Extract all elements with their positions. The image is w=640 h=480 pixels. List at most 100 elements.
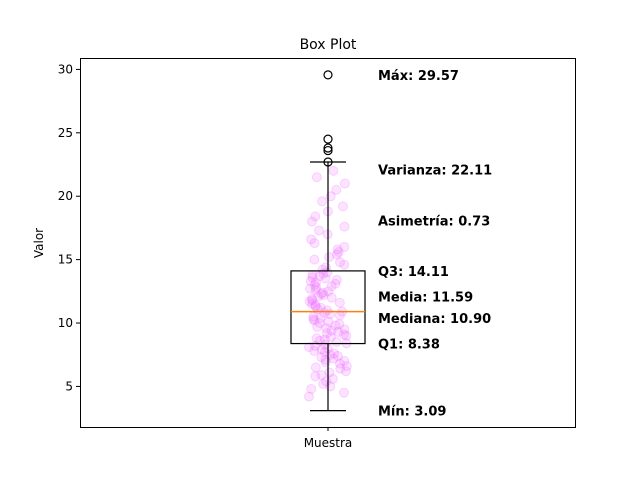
outlier-point [323,70,333,80]
data-point [328,353,339,364]
data-point [339,259,350,270]
data-point [309,238,320,249]
data-point [339,241,350,252]
outlier-point [323,145,333,156]
data-point [328,165,339,176]
data-point [306,383,317,394]
jitter-points-layer [304,165,352,402]
x-tick-label: Muestra [304,436,353,450]
data-point [307,272,318,283]
data-point [317,287,328,298]
data-point [337,201,348,212]
y-tick-label: 30 [58,62,73,76]
data-point [330,320,341,331]
annotations-layer: Máx: 29.57 Varianza: 22.11 Asimetría: 0.73… [378,69,492,420]
stat-annotation: Máx: 29.57 [378,69,459,84]
data-point [323,286,334,297]
x-axis: Muestra [304,427,353,450]
outlier-point [323,134,333,144]
data-point [319,347,330,358]
data-point [309,345,320,356]
data-point [341,361,352,372]
data-point [332,350,343,361]
stat-annotation: Q1: 8.38 [378,338,440,353]
y-axis: 5 10 15 20 25 30 [58,62,80,393]
stat-annotation: Media: 11.59 [378,290,473,305]
data-point [311,333,322,344]
data-point [307,269,318,280]
data-point [326,292,337,303]
stat-annotation: Mediana: 10.90 [378,312,491,327]
data-point [334,319,345,330]
data-point [339,178,350,189]
data-point [339,221,350,232]
data-point [322,305,333,316]
data-point [324,367,335,378]
outlier-point [323,143,333,153]
data-point [319,307,330,318]
data-point [313,291,324,302]
data-point [331,337,342,348]
data-point [309,279,320,290]
data-point [338,329,349,340]
data-point [332,244,343,255]
data-point [309,315,320,326]
data-point [311,172,322,183]
data-point [319,339,330,350]
data-point [324,252,335,263]
data-point [335,363,346,374]
data-point [310,211,321,222]
data-point [306,234,317,245]
data-point [326,281,337,292]
stat-annotation: Asimetría: 0.73 [378,214,490,229]
y-tick-label: 20 [58,189,73,203]
data-point [333,247,344,258]
data-point [331,274,342,285]
data-point [339,387,350,398]
data-point [311,282,322,293]
data-point [326,325,337,336]
y-tick-label: 5 [65,379,73,393]
data-point [310,277,321,288]
data-point [323,316,334,327]
data-point [305,283,316,294]
data-point [317,196,328,207]
data-point [314,318,325,329]
data-point [305,276,316,287]
y-tick-label: 25 [58,126,73,140]
data-point [316,344,327,355]
data-point [332,249,343,260]
data-point [304,391,314,402]
data-point [316,288,327,299]
data-point [333,326,344,337]
data-point [316,370,327,381]
data-point [314,271,325,282]
box-layer [290,70,366,412]
data-point [304,342,315,353]
data-point [304,296,315,307]
chart-title: Box Plot [300,37,357,53]
y-axis-label: Valor [32,228,46,258]
stat-annotation: Mín: 3.09 [378,405,446,420]
data-point [318,290,329,301]
data-point [339,324,350,335]
data-point [316,352,327,363]
data-point [310,362,321,373]
stat-annotation: Q3: 14.11 [378,265,449,280]
data-point [308,314,319,325]
data-point [307,295,318,306]
data-point [321,328,332,339]
stat-annotation: Varianza: 22.11 [378,163,492,178]
data-point [334,297,345,308]
data-point [310,285,321,296]
outlier-point [323,157,333,167]
data-point [315,312,326,323]
data-point [321,323,332,334]
data-point [340,366,351,377]
y-tick-label: 15 [58,253,73,267]
data-point [325,331,336,342]
data-point [334,257,345,268]
data-point [310,371,321,382]
data-point [331,184,342,195]
data-point [306,216,317,227]
